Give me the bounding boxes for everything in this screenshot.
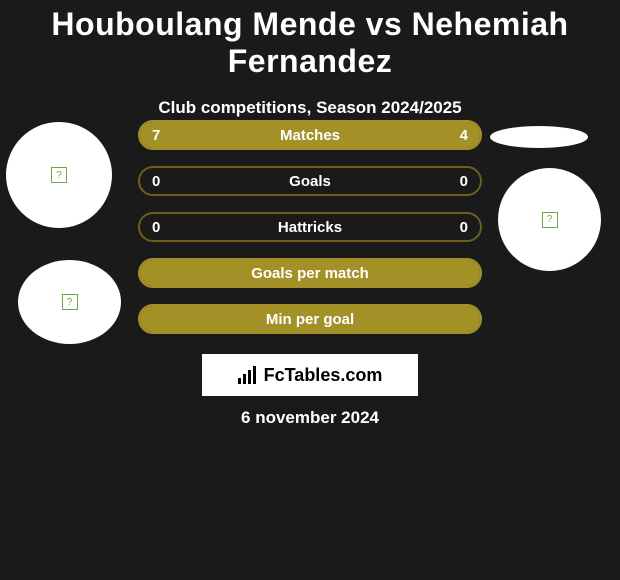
club-right-ellipse [490,126,588,148]
club-left-logo: ? [18,260,121,344]
placeholder-icon: ? [542,212,558,228]
stat-row: Min per goal [138,304,482,334]
stat-row: Goals per match [138,258,482,288]
stat-row: 0Hattricks0 [138,212,482,242]
stat-label: Goals [140,173,480,190]
logo-text: FcTables.com [264,365,383,386]
stat-row: 0Goals0 [138,166,482,196]
stats-container: 7Matches40Goals00Hattricks0Goals per mat… [138,120,482,350]
stat-label: Hattricks [140,219,480,236]
stat-value-right: 0 [460,173,468,190]
stat-row: 7Matches4 [138,120,482,150]
player-left-photo: ? [6,122,112,228]
stat-value-right: 4 [460,127,468,144]
stat-label: Min per goal [140,311,480,328]
stat-label: Matches [140,127,480,144]
stat-label: Goals per match [140,265,480,282]
placeholder-icon: ? [51,167,67,183]
page-title: Houboulang Mende vs Nehemiah Fernandez [0,0,620,80]
stat-value-right: 0 [460,219,468,236]
subtitle: Club competitions, Season 2024/2025 [0,98,620,118]
placeholder-icon: ? [62,294,78,310]
date-label: 6 november 2024 [0,408,620,428]
player-right-photo: ? [498,168,601,271]
logo-bars-icon [238,366,260,384]
fctables-logo: FcTables.com [202,354,418,396]
